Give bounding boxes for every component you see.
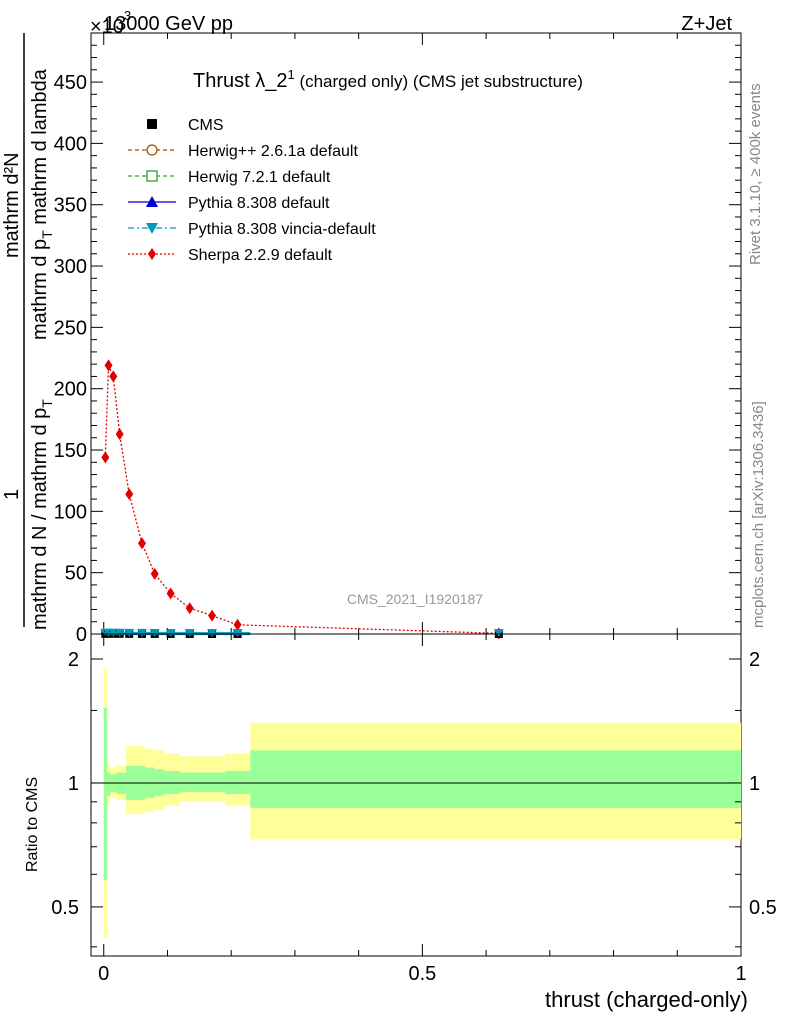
header-exponent-power: 3 <box>124 8 131 23</box>
y-tick-label: 300 <box>54 256 87 278</box>
legend-label: CMS <box>188 117 224 134</box>
sherpa-line <box>104 365 499 635</box>
ratio-band <box>164 770 181 795</box>
ratio-y-tick-label: 0.5 <box>51 897 79 919</box>
legend-entry: Herwig 7.2.1 default <box>128 169 331 186</box>
y-tick-label: 200 <box>54 379 87 401</box>
ratio-band <box>103 708 107 881</box>
x-tick-label: 0 <box>98 963 109 985</box>
legend-marker <box>146 196 158 207</box>
x-tick-label: 1 <box>735 963 746 985</box>
header-right: Z+Jet <box>681 13 732 35</box>
ratio-y-tick-label: 1 <box>68 773 79 795</box>
svg-text:mathrm d pT mathrm d lambda: mathrm d pT mathrm d lambda <box>29 68 55 340</box>
legend-marker <box>146 170 158 182</box>
sherpa-point <box>208 609 217 622</box>
y-tick-label: 450 <box>54 72 87 94</box>
legend-label: Sherpa 2.2.9 default <box>188 247 333 264</box>
y-tick-label: 400 <box>54 133 87 155</box>
ratio-y-tick-label-right: 1 <box>749 773 760 795</box>
sherpa-point <box>233 618 242 631</box>
x-tick-label: 0.5 <box>408 963 436 985</box>
y-tick-label: 50 <box>65 563 87 585</box>
sherpa-point <box>185 602 194 615</box>
ratio-y-tick-label: 2 <box>68 649 79 671</box>
legend-label: Pythia 8.308 default <box>188 195 330 212</box>
y-tick-label: 0 <box>76 624 87 646</box>
legend-entry: CMS <box>147 117 224 134</box>
legend-marker <box>146 144 158 156</box>
sherpa-point <box>101 451 110 464</box>
y-tick-label: 150 <box>54 440 87 462</box>
svg-text:1: 1 <box>1 489 23 500</box>
y-tick-label: 350 <box>54 195 87 217</box>
svg-text:mathrm d N / mathrm d pT: mathrm d N / mathrm d pT <box>29 399 55 630</box>
ratio-axis-ticks: 0.5 0.5 1 1 2 2 0 0.5 1 <box>51 634 777 985</box>
sherpa-point <box>125 488 134 501</box>
legend-label: Pythia 8.308 vincia-default <box>188 221 376 238</box>
ratio-y-tick-label-right: 0.5 <box>749 897 777 919</box>
mcplots-label: mcplots.cern.ch [arXiv:1306.3436] <box>750 401 767 628</box>
legend-marker <box>147 119 157 129</box>
x-axis-label: thrust (charged-only) <box>545 987 748 1012</box>
ratio-band <box>180 772 200 793</box>
plot-title: Thrust λ_21 (charged only) (CMS jet subs… <box>193 67 583 92</box>
sherpa-point <box>166 587 175 600</box>
upper-ylabel-numerator: mathrm d²N <box>1 152 23 258</box>
ratio-band <box>199 772 225 793</box>
main-axis-ticks: 0 50 100 150 200 250 300 350 400 450 <box>54 33 742 646</box>
rivet-label: Rivet 3.1.10, ≥ 400k events <box>747 83 764 265</box>
legend-entry: Sherpa 2.2.9 default <box>128 247 333 264</box>
ratio-band <box>250 750 741 808</box>
sherpa-point <box>150 567 159 580</box>
ratio-band <box>106 772 111 796</box>
ratio-ylabel: Ratio to CMS <box>24 777 41 872</box>
ratio-y-tick-label-right: 2 <box>749 649 760 671</box>
legend-entry: Herwig++ 2.6.1a default <box>128 143 358 160</box>
legend-marker <box>146 223 158 234</box>
sherpa-point <box>115 428 124 441</box>
legend-label: Herwig++ 2.6.1a default <box>188 143 358 160</box>
upper-ylabel-denominator: mathrm d pT mathrm d lambda <box>29 68 55 340</box>
sherpa-point <box>104 359 113 372</box>
vincia-point <box>493 628 504 637</box>
legend-marker <box>148 248 156 260</box>
main-ylabel: mathrm d N / mathrm d pT <box>29 399 55 630</box>
analysis-label: CMS_2021_I1920187 <box>347 591 483 607</box>
y-tick-label: 250 <box>54 317 87 339</box>
legend-entry: Pythia 8.308 vincia-default <box>128 221 376 238</box>
legend-entry: Pythia 8.308 default <box>128 195 330 212</box>
legend: CMS Herwig++ 2.6.1a default Herwig 7.2.1 d… <box>128 117 376 264</box>
ratio-band <box>224 770 251 795</box>
ratio-plot-area <box>91 668 741 939</box>
y-tick-label: 100 <box>54 501 87 523</box>
sherpa-point <box>137 537 146 550</box>
main-ylabel-one: 1 <box>1 489 23 500</box>
sherpa-point <box>109 370 118 383</box>
header-left: 13000 GeV pp <box>104 13 233 35</box>
legend-label: Herwig 7.2.1 default <box>188 169 331 186</box>
svg-text:mathrm d²N: mathrm d²N <box>1 152 23 258</box>
